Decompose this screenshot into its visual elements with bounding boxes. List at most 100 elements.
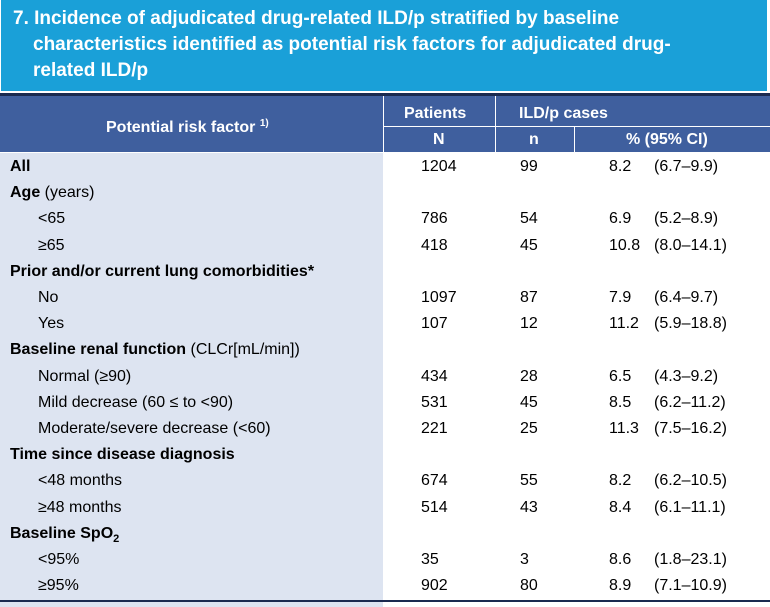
row-label-text: Moderate/severe decrease (<60) xyxy=(38,420,271,437)
cases-count: 55 xyxy=(520,472,538,490)
patients-count: 531 xyxy=(421,393,448,411)
row-label-bold: Time since disease diagnosis xyxy=(10,446,235,464)
cases-count: 3 xyxy=(520,551,529,568)
cases-percent: 8.5 xyxy=(609,393,632,411)
cases-ci: (6.2–10.5) xyxy=(654,472,727,490)
cases-count: 45 xyxy=(520,393,538,411)
row-label: Age (years) xyxy=(10,183,94,203)
table-row: <95% 35 3 8.6 (1.8–23.1) xyxy=(0,547,770,573)
row-label: Moderate/severe decrease (<60) xyxy=(38,419,271,439)
row-label-bold: Age xyxy=(10,184,41,202)
row-label: Yes xyxy=(38,314,64,334)
header-divider xyxy=(495,96,496,152)
row-label-text: (years) xyxy=(40,184,95,202)
patients-count: 434 xyxy=(421,367,448,385)
cases-count: 80 xyxy=(520,577,538,595)
cases-percent: 8.2 xyxy=(609,472,632,490)
cases-percent: 7.9 xyxy=(609,289,632,306)
patients-count: 786 xyxy=(421,210,448,228)
row-label: All xyxy=(10,157,30,177)
row-label-bold: Baseline SpO xyxy=(10,524,114,542)
header-row-divider xyxy=(383,126,770,127)
patients-count: 1097 xyxy=(421,289,457,306)
cases-ci: (1.8–23.1) xyxy=(654,551,727,568)
cases-count: 99 xyxy=(520,158,538,175)
cases-ci: (5.2–8.9) xyxy=(654,210,719,228)
row-label-subscript: 2 xyxy=(113,532,120,545)
row-label-text: Normal (≥90) xyxy=(38,367,132,385)
cases-ci: (6.4–9.7) xyxy=(654,289,719,306)
cases-percent: 8.2 xyxy=(609,158,632,175)
cases-count: 45 xyxy=(520,236,538,254)
cases-count: 12 xyxy=(520,315,538,333)
row-label-bold: Prior and/or current lung comorbidities* xyxy=(10,262,315,280)
table-row: Time since disease diagnosis xyxy=(0,442,770,468)
row-label-text: ≥65 xyxy=(38,236,65,254)
table-row: ≥95% 902 80 8.9 (7.1–10.9) xyxy=(0,573,770,599)
header-ild-cases: ILD/p cases xyxy=(519,105,608,122)
header-risk-factor-label: Potential risk factor xyxy=(106,119,256,136)
cases-ci: (5.9–18.8) xyxy=(654,315,727,333)
table-row: <48 months 674 55 8.2 (6.2–10.5) xyxy=(0,468,770,494)
row-label-bold: Baseline renal function xyxy=(10,341,187,359)
patients-count: 35 xyxy=(421,551,439,568)
title-banner: 7. Incidence of adjudicated drug-related… xyxy=(1,0,767,91)
table-row: Baseline renal function (CLCr[mL/min]) xyxy=(0,337,770,363)
header-patients-n: N xyxy=(433,131,445,148)
table-row: No 1097 87 7.9 (6.4–9.7) xyxy=(0,285,770,311)
header-divider xyxy=(383,96,384,152)
cases-ci: (7.5–16.2) xyxy=(654,420,727,437)
table-row: Normal (≥90) 434 28 6.5 (4.3–9.2) xyxy=(0,364,770,390)
cases-percent: 8.4 xyxy=(609,498,632,516)
table-row: ≥65 418 45 10.8 (8.0–14.1) xyxy=(0,233,770,259)
row-label-text: <65 xyxy=(38,210,66,228)
patients-count: 107 xyxy=(421,315,448,333)
row-label-text: <95% xyxy=(38,551,80,568)
table-row: Moderate/severe decrease (<60) 221 25 11.3 (… xyxy=(0,416,770,442)
row-label-text: ≥48 months xyxy=(38,498,122,516)
row-label: Normal (≥90) xyxy=(38,367,131,387)
title-line-1: 7. Incidence of adjudicated drug-related… xyxy=(13,8,620,29)
title-line-2: characteristics identified as potential … xyxy=(33,34,671,55)
row-label: <48 months xyxy=(38,471,122,491)
row-label: ≥65 xyxy=(38,236,65,256)
row-label-text: (CLCr[mL/min]) xyxy=(186,341,300,359)
row-label: ≥48 months xyxy=(38,498,122,518)
cases-percent: 6.9 xyxy=(609,210,632,228)
patients-count: 418 xyxy=(421,236,448,254)
row-label-bold: All xyxy=(10,158,31,175)
row-label-text: <48 months xyxy=(38,472,123,490)
row-label: Prior and/or current lung comorbidities* xyxy=(10,262,314,282)
cases-ci: (6.7–9.9) xyxy=(654,158,719,175)
cases-ci: (6.1–11.1) xyxy=(654,498,726,516)
row-label-text: Yes xyxy=(38,315,65,333)
cases-percent: 8.9 xyxy=(609,577,632,595)
label-column-shading xyxy=(0,153,383,607)
table-row: Prior and/or current lung comorbidities* xyxy=(0,259,770,285)
cases-percent: 11.3 xyxy=(609,420,639,437)
row-label: ≥95% xyxy=(38,576,79,596)
header-patients: Patients xyxy=(404,105,467,122)
patients-count: 674 xyxy=(421,472,448,490)
cases-percent: 6.5 xyxy=(609,367,632,385)
patients-count: 1204 xyxy=(421,158,457,175)
cases-count: 54 xyxy=(520,210,538,228)
cases-percent: 8.6 xyxy=(609,551,632,568)
cases-count: 43 xyxy=(520,498,538,516)
header-divider xyxy=(574,126,575,152)
table-bottom-rule xyxy=(0,600,770,602)
cases-percent: 10.8 xyxy=(609,236,641,254)
row-label: No xyxy=(38,288,58,308)
row-label: Baseline renal function (CLCr[mL/min]) xyxy=(10,340,300,360)
cases-ci: (4.3–9.2) xyxy=(654,367,719,385)
cases-percent: 11.2 xyxy=(609,315,639,333)
row-label-text: ≥95% xyxy=(38,577,79,595)
table-row: Baseline SpO2 xyxy=(0,521,770,547)
row-label-text: No xyxy=(38,289,59,306)
title-line-3: related ILD/p xyxy=(33,60,149,81)
table-row: Age (years) xyxy=(0,180,770,206)
row-label: <95% xyxy=(38,550,79,570)
cases-count: 87 xyxy=(520,289,538,306)
patients-count: 221 xyxy=(421,420,448,437)
header-footnote-marker: 1) xyxy=(259,118,269,129)
